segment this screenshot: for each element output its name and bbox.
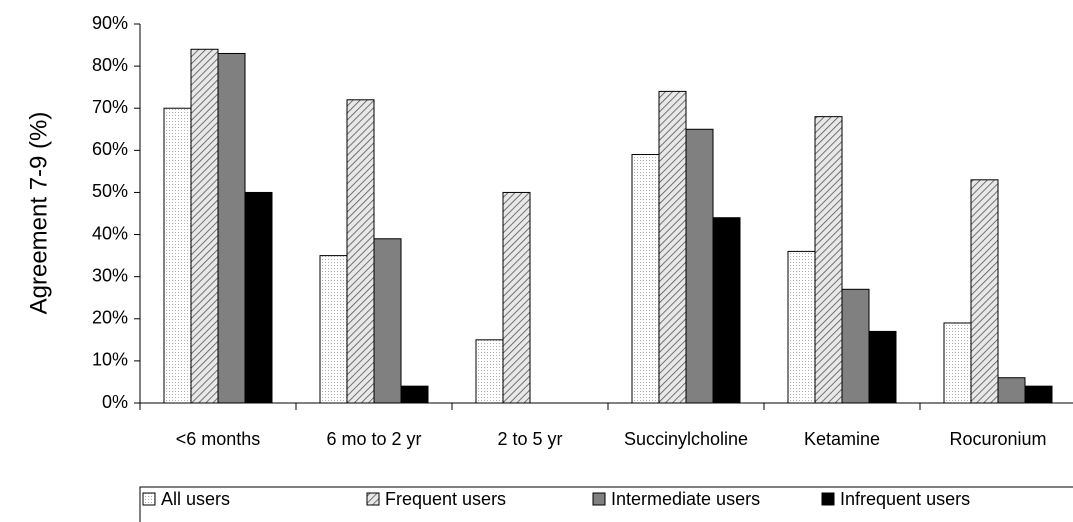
- legend-label: Infrequent users: [840, 489, 970, 509]
- legend-swatch: [821, 492, 835, 506]
- bar: [346, 99, 375, 404]
- bar: [712, 217, 741, 404]
- y-tick-label: 40%: [92, 223, 128, 243]
- bar: [1024, 385, 1053, 404]
- bar: [787, 250, 816, 404]
- bar: [163, 107, 192, 404]
- bar: [631, 154, 660, 404]
- y-tick-label: 20%: [92, 308, 128, 328]
- bar: [373, 238, 402, 404]
- bar: [868, 330, 897, 404]
- bar: [658, 90, 687, 404]
- bar: [502, 191, 531, 404]
- x-tick-label: 2 to 5 yr: [497, 429, 562, 449]
- legend-label: Intermediate users: [611, 489, 760, 509]
- x-tick-label: 6 mo to 2 yr: [326, 429, 421, 449]
- x-tick-label: Succinylcholine: [624, 429, 748, 449]
- bar: [841, 288, 870, 404]
- legend-box: [139, 486, 1073, 522]
- x-tick-label: <6 months: [176, 429, 261, 449]
- y-tick-label: 10%: [92, 350, 128, 370]
- bar: [685, 128, 714, 404]
- bar: [475, 339, 504, 404]
- y-tick-label: 0%: [102, 392, 128, 412]
- y-tick-label: 70%: [92, 97, 128, 117]
- legend-swatch: [142, 492, 156, 506]
- legend-label: Frequent users: [385, 489, 506, 509]
- y-tick-label: 30%: [92, 265, 128, 285]
- y-tick-label: 60%: [92, 139, 128, 159]
- legend-swatch: [366, 492, 380, 506]
- bar: [400, 385, 429, 404]
- legend-label: All users: [161, 489, 230, 509]
- bar: [943, 322, 972, 404]
- bar: [997, 377, 1026, 404]
- y-tick-label: 80%: [92, 55, 128, 75]
- y-axis-label: Agreement 7-9 (%): [25, 112, 52, 315]
- y-tick-label: 50%: [92, 181, 128, 201]
- bar: [190, 48, 219, 404]
- bar: [244, 191, 273, 404]
- x-tick-label: Rocuronium: [949, 429, 1046, 449]
- bar: [217, 52, 246, 404]
- y-tick-label: 90%: [92, 13, 128, 33]
- bar: [814, 116, 843, 404]
- bar: [319, 255, 348, 404]
- x-tick-label: Ketamine: [804, 429, 880, 449]
- bar: [970, 179, 999, 404]
- legend-swatch: [592, 492, 606, 506]
